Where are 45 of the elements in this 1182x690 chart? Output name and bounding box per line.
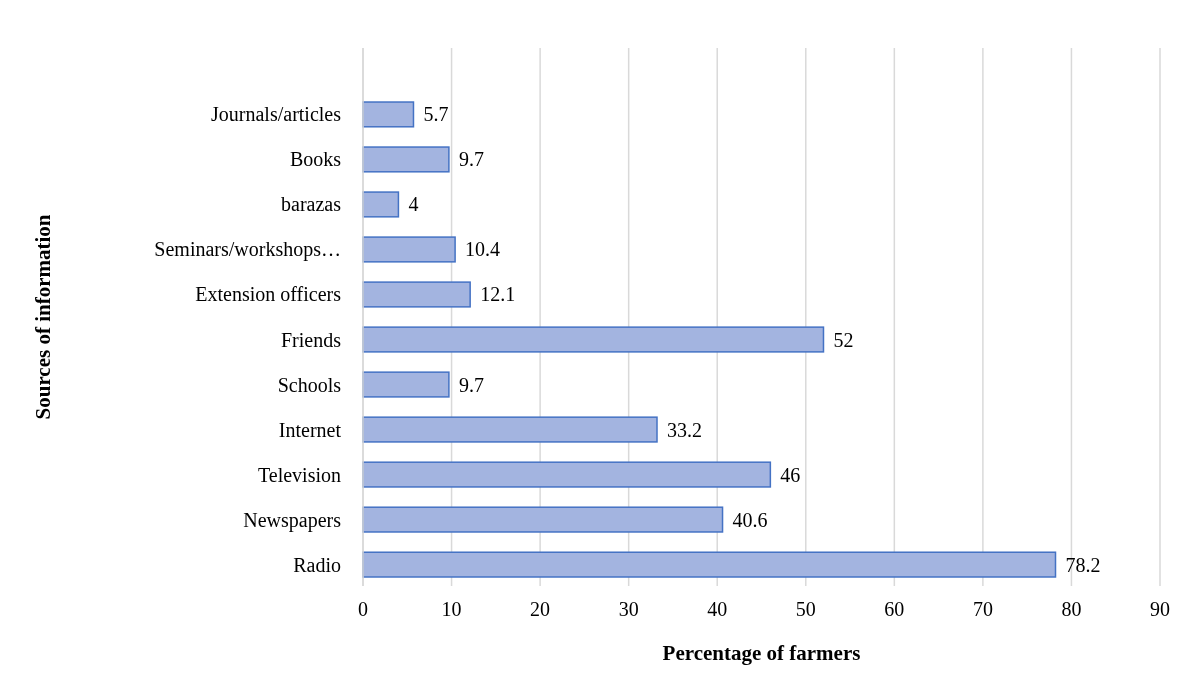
y-tick-label: Newspapers: [243, 508, 342, 532]
data-label: 4: [408, 193, 419, 216]
data-label: 78.2: [1065, 553, 1101, 576]
bar: [362, 146, 450, 173]
data-label: 9.7: [458, 148, 484, 171]
bar: [362, 551, 1057, 578]
x-axis-title: Percentage of farmers: [662, 641, 861, 665]
x-tick-label: 60: [884, 598, 905, 620]
y-tick-label: barazas: [281, 193, 342, 216]
y-tick-label: Schools: [277, 373, 342, 396]
y-tick-label: Television: [257, 463, 341, 486]
bar: [362, 461, 772, 488]
data-label: 5.7: [423, 103, 449, 126]
y-tick-label: Radio: [293, 553, 341, 576]
bar: [362, 371, 450, 398]
y-tick-label: Seminars/workshops…: [154, 238, 341, 262]
bar: [362, 326, 825, 353]
x-tick-label: 30: [618, 598, 639, 620]
data-label: 52: [833, 328, 854, 351]
x-tick-label: 50: [795, 598, 816, 620]
x-tick-label: 40: [707, 598, 728, 620]
data-label: 10.4: [465, 238, 501, 261]
x-tick-label: 10: [441, 598, 462, 620]
bar: [362, 506, 724, 533]
x-tick-label: 20: [530, 598, 551, 620]
data-label: 46: [780, 463, 801, 486]
y-tick-label: Extension officers: [195, 283, 342, 306]
x-tick-label: 0: [358, 598, 368, 620]
y-tick-label: Friends: [281, 328, 342, 351]
bar: [362, 281, 471, 308]
data-label: 33.2: [667, 418, 702, 441]
data-label: 12.1: [480, 283, 516, 306]
x-tick-label: 70: [972, 598, 993, 620]
x-tick-label: 90: [1150, 598, 1170, 620]
data-label: 40.6: [732, 508, 768, 531]
data-label: 9.7: [458, 373, 484, 396]
y-tick-label: Internet: [278, 418, 342, 441]
bar: [362, 101, 415, 128]
x-tick-label: 80: [1061, 598, 1082, 620]
bar: [362, 416, 658, 443]
y-axis-title: Sources of information: [31, 214, 55, 420]
y-tick-label: Books: [289, 148, 342, 171]
bar: [362, 191, 400, 218]
y-tick-label: Journals/articles: [211, 103, 342, 126]
bar: [362, 236, 456, 263]
